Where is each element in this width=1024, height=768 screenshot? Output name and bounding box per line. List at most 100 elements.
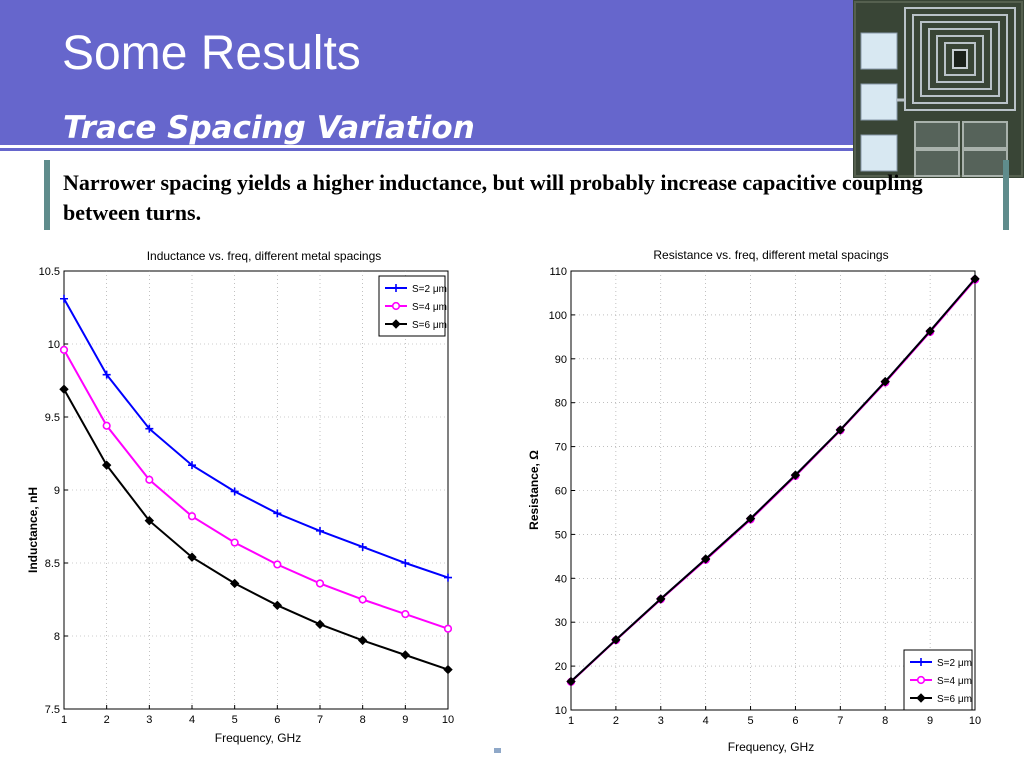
data-point — [188, 461, 196, 470]
legend-label: S=6 μm — [937, 694, 972, 705]
data-point — [700, 554, 711, 564]
data-point — [745, 513, 756, 524]
data-point — [315, 619, 325, 630]
data-point — [273, 560, 282, 569]
series-line — [63, 298, 449, 579]
x-tick-label: 2 — [104, 714, 110, 726]
footer-marker — [494, 748, 501, 753]
data-point — [656, 594, 666, 604]
x-tick-label: 8 — [360, 714, 366, 726]
data-point — [59, 345, 69, 354]
x-tick-label: 9 — [402, 714, 408, 726]
x-tick-label: 10 — [442, 714, 454, 726]
data-point — [144, 515, 155, 526]
data-point — [970, 274, 980, 284]
data-point — [59, 384, 69, 394]
legend-marker — [391, 301, 401, 311]
data-point — [790, 470, 801, 480]
legend-marker — [391, 319, 401, 329]
data-point — [611, 635, 621, 645]
y-tick-label: 8 — [54, 631, 60, 643]
data-point — [272, 600, 283, 611]
data-point — [316, 526, 324, 535]
y-tick-label: 10 — [48, 339, 60, 351]
x-tick-label: 1 — [568, 715, 574, 727]
x-tick-label: 1 — [61, 714, 67, 726]
x-tick-label: 5 — [232, 714, 238, 726]
data-point — [230, 538, 239, 547]
data-point — [443, 624, 453, 633]
x-tick-label: 6 — [792, 715, 798, 727]
data-point — [444, 573, 452, 582]
legend-label: S=6 μm — [412, 320, 447, 331]
legend-marker — [392, 284, 400, 292]
data-point — [880, 376, 890, 387]
right-accent-bar — [1003, 160, 1009, 230]
data-point — [401, 610, 410, 619]
data-point — [566, 676, 576, 687]
x-tick-label: 10 — [969, 715, 981, 727]
slide-body-text: Narrower spacing yields a higher inducta… — [63, 170, 923, 225]
data-point — [102, 370, 111, 379]
data-point — [145, 424, 154, 433]
data-point — [187, 552, 197, 562]
x-tick-label: 9 — [927, 715, 933, 727]
data-point — [102, 421, 111, 430]
data-point — [273, 509, 282, 518]
series-line — [63, 388, 449, 671]
x-tick-label: 6 — [274, 714, 280, 726]
header-underline — [0, 148, 1024, 151]
x-axis-label: Frequency, GHz — [215, 731, 301, 745]
chart-legend: S=2 μm S=4 μm S=6 μm — [903, 649, 973, 711]
plot-area — [570, 270, 976, 711]
data-point — [145, 475, 154, 484]
y-tick-label: 7.5 — [45, 704, 60, 716]
x-tick-label: 5 — [747, 715, 753, 727]
y-tick-label: 90 — [555, 354, 567, 366]
legend-marker — [916, 693, 926, 703]
data-point — [315, 579, 325, 588]
y-tick-label: 9.5 — [45, 412, 60, 424]
legend-label: S=2 μm — [412, 284, 447, 295]
legend-marker — [917, 658, 925, 666]
data-point — [358, 542, 367, 551]
y-tick-label: 8.5 — [45, 558, 60, 570]
x-tick-label: 4 — [703, 715, 709, 727]
data-point — [443, 664, 453, 675]
spiral-inductor-photo — [853, 0, 1024, 178]
legend-label: S=4 μm — [412, 302, 447, 313]
resistance-chart: Resistance vs. freq, different metal spa… — [520, 240, 990, 760]
legend-label: S=4 μm — [937, 676, 972, 687]
y-tick-label: 110 — [549, 266, 567, 278]
chart-title: Inductance vs. freq, different metal spa… — [147, 249, 382, 263]
x-tick-label: 7 — [837, 715, 843, 727]
series-line — [570, 278, 976, 683]
data-point — [401, 559, 410, 567]
legend-marker — [916, 675, 926, 685]
y-tick-label: 100 — [549, 310, 567, 322]
y-tick-label: 10.5 — [39, 266, 60, 278]
x-tick-label: 8 — [882, 715, 888, 727]
x-tick-label: 7 — [317, 714, 323, 726]
data-point — [357, 635, 368, 646]
y-axis-label: Inductance, nH — [26, 487, 40, 573]
legend-label: S=2 μm — [937, 658, 972, 669]
y-axis-label: Resistance, Ω — [527, 450, 541, 530]
data-point — [358, 595, 367, 604]
y-tick-label: 50 — [555, 529, 567, 541]
y-tick-label: 20 — [555, 661, 567, 673]
data-point — [230, 487, 239, 496]
y-tick-label: 60 — [555, 486, 567, 498]
y-tick-label: 70 — [555, 442, 567, 454]
y-tick-label: 80 — [555, 398, 567, 410]
data-point — [187, 512, 197, 521]
x-tick-label: 4 — [189, 714, 195, 726]
series-line — [63, 349, 449, 630]
slide-subtitle: Trace Spacing Variation — [63, 110, 475, 146]
x-tick-label: 2 — [613, 715, 619, 727]
data-point — [925, 326, 935, 336]
x-axis-label: Frequency, GHz — [728, 740, 814, 754]
inductance-chart: Inductance vs. freq, different metal spa… — [24, 240, 484, 750]
data-point — [229, 578, 240, 589]
data-point — [835, 425, 846, 435]
